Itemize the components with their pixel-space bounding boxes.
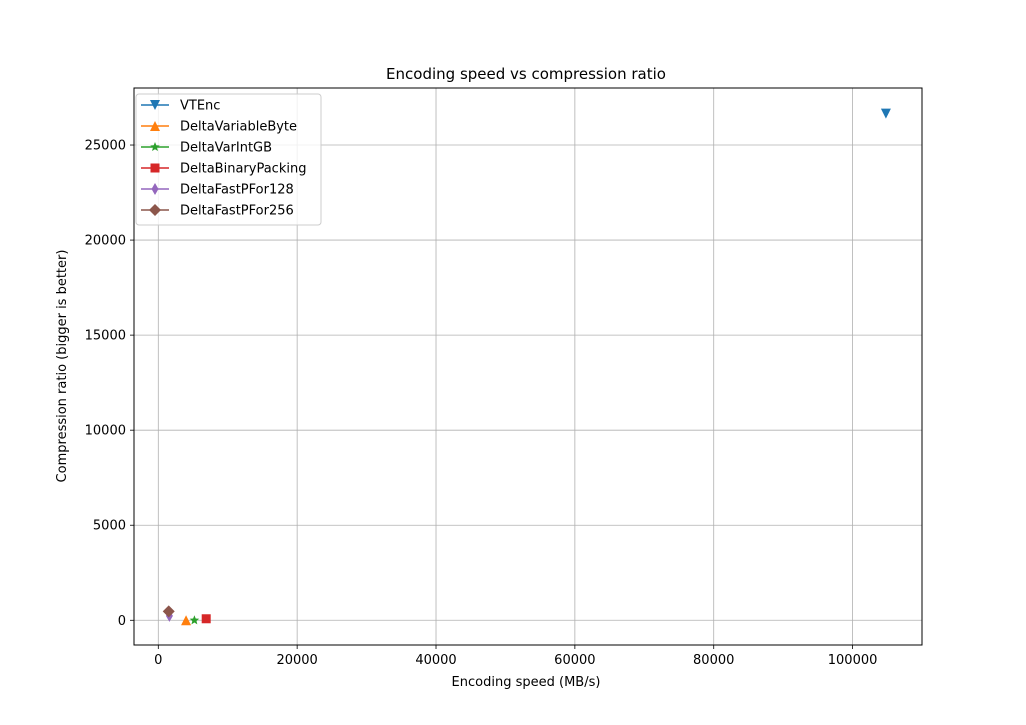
y-axis-label: Compression ratio (bigger is better) <box>55 250 70 483</box>
x-tick-label: 40000 <box>415 653 456 668</box>
legend-label: DeltaBinaryPacking <box>180 162 306 177</box>
legend-marker <box>149 204 161 216</box>
legend-marker <box>150 142 160 152</box>
x-tick-label: 80000 <box>693 653 734 668</box>
data-point <box>880 108 891 119</box>
y-axis-ticks: 0 5000 10000 15000 20000 25000 <box>85 139 134 629</box>
legend-label: DeltaFastPFor256 <box>180 204 294 219</box>
legend-marker <box>150 121 160 131</box>
legend: VTEnc DeltaVariableByte DeltaVarIntGB Delta… <box>135 93 322 226</box>
data-point <box>181 615 192 626</box>
legend-label: DeltaVariableByte <box>180 120 297 135</box>
data-point <box>162 605 175 618</box>
x-tick-label: 0 <box>154 653 162 668</box>
x-tick-label: 20000 <box>276 653 317 668</box>
chart-title: Encoding speed vs compression ratio <box>386 65 666 83</box>
x-tick-label: 100000 <box>828 653 878 668</box>
legend-marker <box>150 163 160 173</box>
grid <box>134 88 922 645</box>
data-point <box>189 615 200 625</box>
x-axis-ticks: 0 20000 40000 60000 80000 100000 <box>154 645 877 668</box>
y-tick-label: 10000 <box>85 424 126 439</box>
data-point <box>201 614 211 624</box>
y-tick-label: 5000 <box>93 519 126 534</box>
y-tick-label: 0 <box>118 614 126 629</box>
x-axis-label: Encoding speed (MB/s) <box>452 675 601 690</box>
plot-frame <box>133 87 923 646</box>
y-tick-label: 20000 <box>85 234 126 249</box>
legend-label: VTEnc <box>180 99 220 114</box>
legend-label: DeltaVarIntGB <box>180 141 272 156</box>
y-tick-label: 15000 <box>85 329 126 344</box>
legend-label: DeltaFastPFor128 <box>180 183 294 198</box>
x-tick-label: 60000 <box>554 653 595 668</box>
data-points <box>162 108 891 626</box>
legend-marker <box>151 183 159 195</box>
legend-marker <box>150 100 160 110</box>
y-tick-label: 25000 <box>85 139 126 154</box>
legend-box <box>135 93 322 226</box>
